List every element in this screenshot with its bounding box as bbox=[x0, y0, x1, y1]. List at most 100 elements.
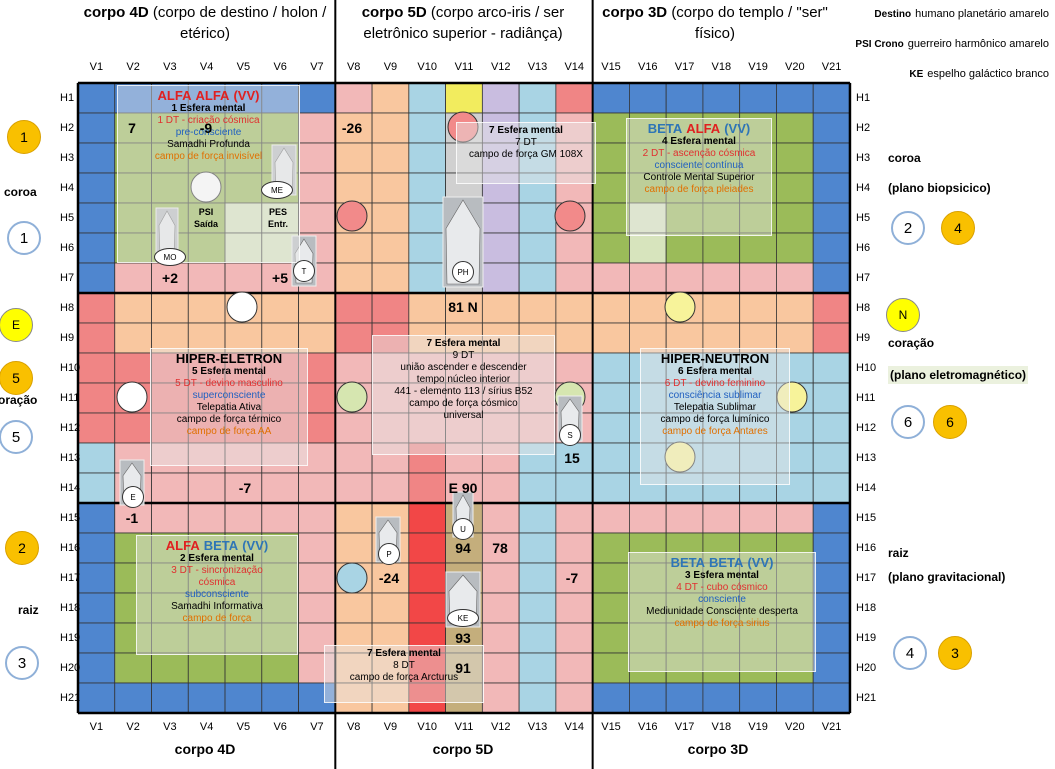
grid-cell bbox=[408, 322, 446, 354]
grid-cell bbox=[187, 262, 226, 294]
side-label: coroa bbox=[888, 151, 921, 165]
grid-cell bbox=[739, 682, 777, 714]
grid-cell bbox=[224, 592, 263, 624]
grid-cell bbox=[702, 382, 741, 414]
grid-cell bbox=[518, 232, 557, 264]
row-label: H6 bbox=[856, 242, 871, 254]
grid-cell bbox=[371, 172, 410, 204]
grid-cell bbox=[298, 472, 336, 504]
grid-cell bbox=[555, 352, 594, 384]
grid-cell bbox=[629, 562, 667, 594]
grid-cell bbox=[629, 202, 667, 234]
row-label: H4 bbox=[60, 182, 75, 194]
marker: S bbox=[559, 424, 581, 446]
grid-cell bbox=[187, 352, 226, 384]
row-label: H3 bbox=[60, 152, 75, 164]
grid-cell bbox=[555, 262, 594, 294]
header-name: corpo 3D bbox=[602, 4, 668, 21]
cell-number: 91 bbox=[455, 660, 471, 676]
column-label: V10 bbox=[417, 61, 438, 73]
grid-cell bbox=[334, 442, 373, 474]
header-name: corpo 4D bbox=[83, 4, 149, 21]
info-box: BETA ALFA (VV) 4 Esfera mental 2 DT - ascenç… bbox=[626, 118, 772, 236]
grid-cell bbox=[77, 412, 116, 444]
column-label: V21 bbox=[821, 61, 842, 73]
grid-cell bbox=[739, 532, 777, 564]
grid-cell bbox=[77, 232, 116, 264]
column-label: V1 bbox=[89, 61, 104, 73]
grid-cell bbox=[261, 682, 299, 714]
grid-cell bbox=[77, 142, 116, 174]
row-label: H15 bbox=[856, 512, 877, 524]
grid-cell bbox=[739, 562, 777, 594]
row-label: H7 bbox=[856, 272, 871, 284]
info-box: 7 Esfera mental 9 DT união ascender e desc… bbox=[372, 335, 555, 455]
box-title-part: ALFA bbox=[157, 88, 192, 103]
marker: ME bbox=[261, 181, 293, 199]
grid-cell bbox=[629, 682, 667, 714]
grid-cell bbox=[812, 262, 851, 294]
cell-number: -24 bbox=[378, 570, 400, 586]
column-label: V10 bbox=[417, 721, 438, 733]
box-line: cósmica bbox=[198, 577, 236, 588]
legend-item: Destino humano planetário amarelo bbox=[839, 9, 1049, 20]
box-title-part: ALFA bbox=[686, 121, 721, 136]
row-label: H4 bbox=[856, 182, 871, 194]
grid-cell bbox=[592, 352, 630, 384]
box-line: 7 DT bbox=[515, 137, 537, 148]
box-line: 3 Esfera mental bbox=[685, 570, 759, 581]
side-circle: 2 bbox=[5, 531, 39, 565]
grid-cell bbox=[629, 172, 667, 204]
column-label: V16 bbox=[637, 721, 658, 733]
marker: MO bbox=[154, 248, 186, 266]
info-box: ALFA BETA (VV) 2 Esfera mental 3 DT - sincro… bbox=[136, 535, 298, 655]
grid-cell bbox=[261, 82, 299, 114]
column-label: V12 bbox=[490, 721, 511, 733]
grid-cell bbox=[298, 652, 336, 684]
grid-cell bbox=[408, 172, 446, 204]
grid-cell bbox=[776, 202, 814, 234]
legend-item: PSI Crono guerreiro harmônico amarelo bbox=[839, 39, 1049, 50]
grid-cell bbox=[114, 352, 152, 384]
grid-cell bbox=[592, 652, 630, 684]
grid-cell bbox=[776, 442, 814, 474]
grid-cell bbox=[518, 592, 557, 624]
grid-cell bbox=[555, 142, 594, 174]
grid-cell bbox=[555, 502, 594, 534]
grid-cell bbox=[812, 202, 851, 234]
row-label: H14 bbox=[856, 482, 877, 494]
grid-cell bbox=[114, 112, 152, 144]
row-label: H8 bbox=[856, 302, 871, 314]
grid-cell bbox=[114, 682, 152, 714]
grid-cell bbox=[592, 292, 630, 324]
column-label: V18 bbox=[711, 721, 732, 733]
grid-cell bbox=[812, 292, 851, 324]
grid-cell bbox=[739, 352, 777, 384]
side-circle: 5 bbox=[0, 420, 33, 454]
cell-number: 15 bbox=[564, 450, 580, 466]
column-label: V7 bbox=[310, 721, 324, 733]
box-line: campo de força AA bbox=[186, 426, 272, 437]
grid-cell bbox=[371, 652, 410, 684]
decor-circle bbox=[664, 441, 696, 473]
grid-cell bbox=[334, 292, 373, 324]
row-label: H18 bbox=[856, 602, 877, 614]
grid-cell bbox=[776, 142, 814, 174]
grid-cell bbox=[114, 502, 152, 534]
legend-key: Destino bbox=[874, 9, 912, 20]
grid-cell bbox=[77, 532, 116, 564]
grid-cell bbox=[739, 262, 777, 294]
info-box: 7 Esfera mental 8 DT campo de força Arctur… bbox=[324, 645, 484, 703]
box-line: Controle Mental Superior bbox=[643, 172, 755, 183]
side-label: coração bbox=[888, 336, 935, 350]
grid-cell bbox=[776, 232, 814, 264]
grid-cell bbox=[224, 502, 263, 534]
grid-cell bbox=[445, 142, 483, 174]
grid-cell bbox=[298, 292, 336, 324]
grid-cell bbox=[481, 592, 520, 624]
grid-cell bbox=[445, 442, 483, 474]
grid-cell bbox=[702, 562, 741, 594]
grid-cell bbox=[261, 112, 299, 144]
box-line: Telepatia Sublimar bbox=[673, 402, 757, 413]
